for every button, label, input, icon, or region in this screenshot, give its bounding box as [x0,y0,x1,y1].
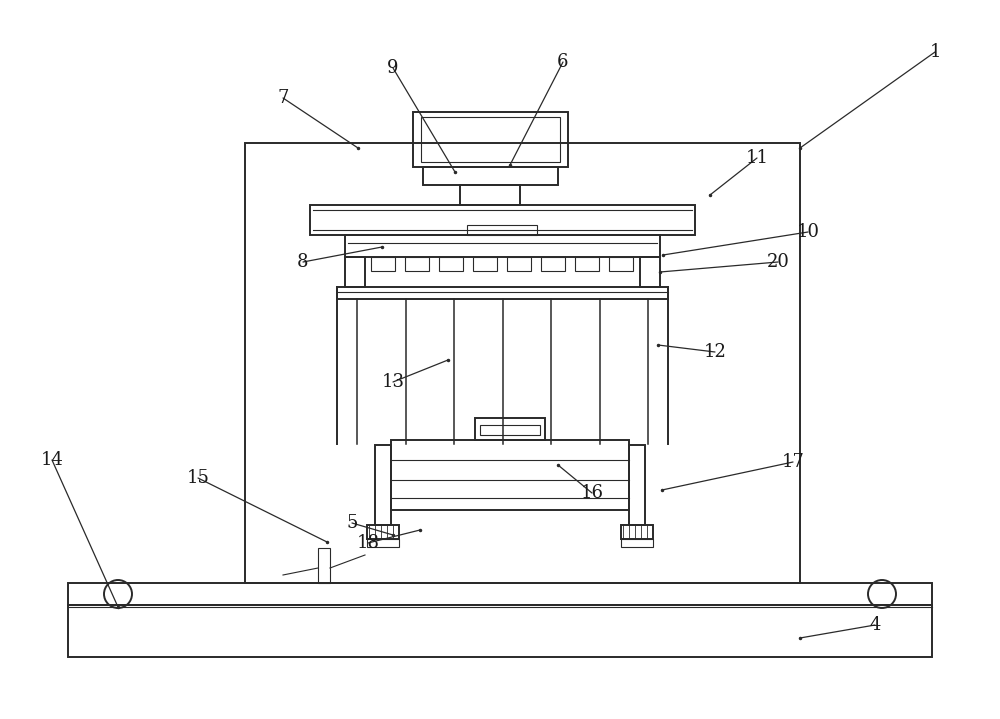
Bar [439,257,463,271]
Text: 5: 5 [346,514,358,532]
Text: 13: 13 [382,373,404,391]
Bar [421,117,560,162]
Text: 4: 4 [869,616,881,634]
Bar [629,445,645,525]
Text: 16: 16 [580,484,604,502]
Bar [621,539,653,547]
Bar [621,525,653,539]
Bar [345,235,660,257]
Text: 9: 9 [387,59,399,77]
Bar [467,225,537,235]
Bar [367,525,399,539]
Bar [371,257,395,271]
Bar [318,548,330,583]
Bar [68,583,932,605]
Bar [413,112,568,167]
Text: 1: 1 [929,43,941,61]
Text: 11: 11 [746,149,768,167]
Text: 12: 12 [704,343,726,361]
Bar [345,257,365,287]
Bar [337,287,668,299]
Bar [473,257,497,271]
Text: 14: 14 [41,451,63,469]
Text: 10: 10 [796,223,820,241]
Bar [367,539,399,547]
Bar [507,257,531,271]
Text: 18: 18 [356,534,380,552]
Bar [541,257,565,271]
Bar [375,445,391,525]
Bar [391,440,629,510]
Bar [310,205,695,235]
Bar [640,257,660,287]
Bar [475,418,545,440]
Text: 15: 15 [187,469,209,487]
Bar [405,257,429,271]
Bar [480,425,540,435]
Bar [575,257,599,271]
Text: 7: 7 [277,89,289,107]
Text: 6: 6 [557,53,569,71]
Text: 20: 20 [767,253,789,271]
Bar [245,143,800,583]
Text: 17: 17 [782,453,804,471]
Text: 8: 8 [297,253,309,271]
Bar [460,185,520,205]
Bar [423,167,558,185]
Bar [609,257,633,271]
Bar [68,605,932,657]
